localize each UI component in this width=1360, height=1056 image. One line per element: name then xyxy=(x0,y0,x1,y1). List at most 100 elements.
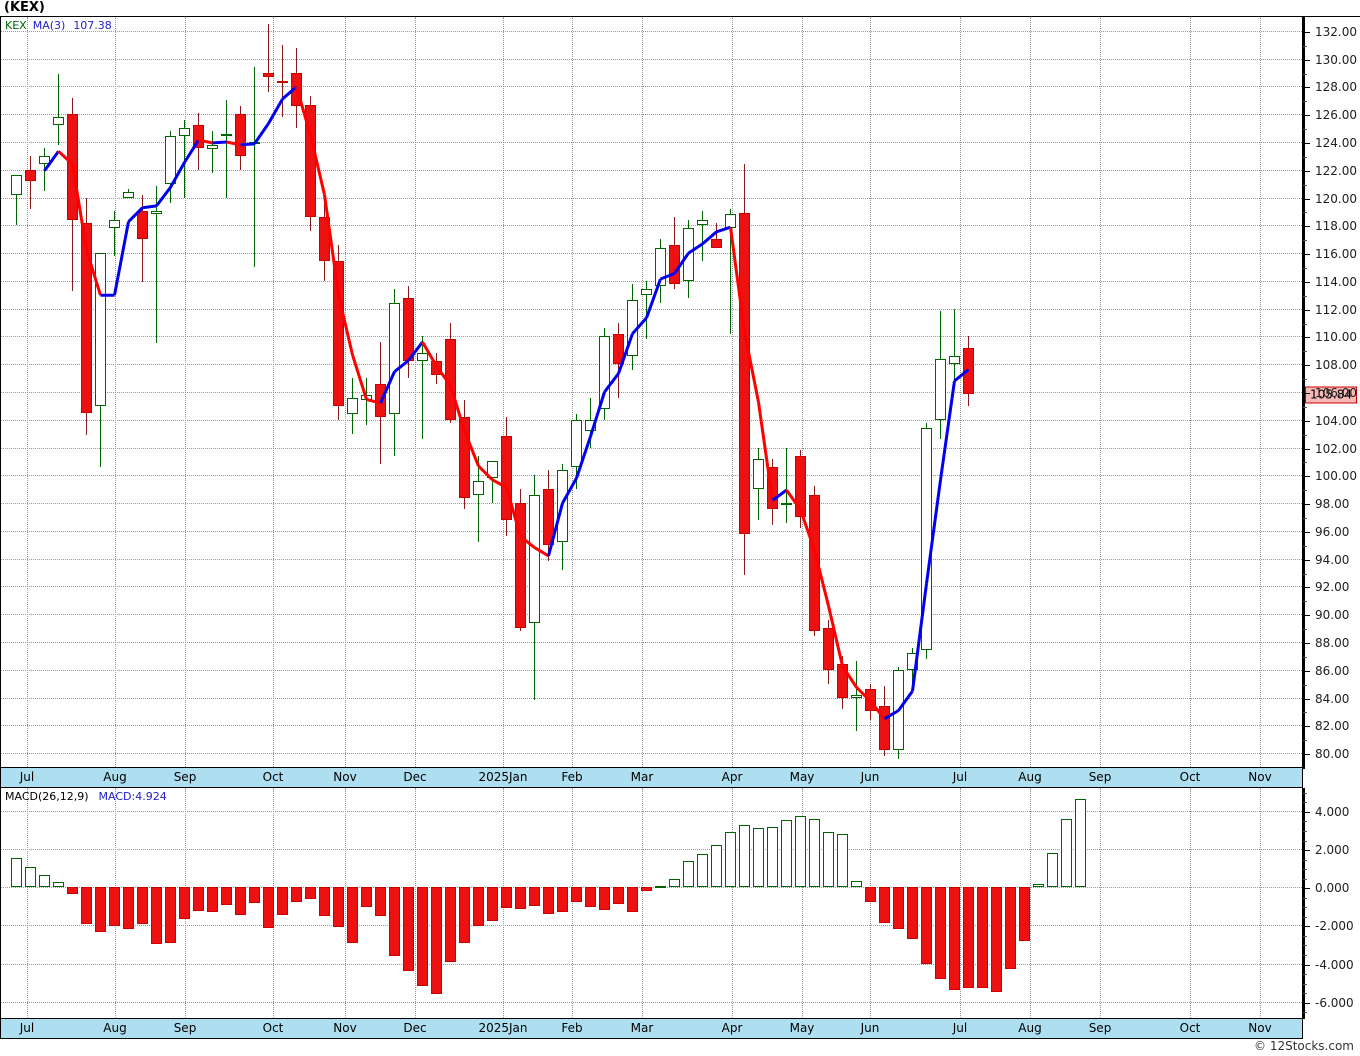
macd-bar xyxy=(529,887,540,907)
ma3-segment xyxy=(547,502,564,557)
price-axis-tick xyxy=(1303,615,1310,617)
gridline-v xyxy=(273,17,275,767)
macd-bar xyxy=(711,845,722,888)
date-axis-label: Feb xyxy=(561,770,583,784)
gridline-v xyxy=(572,17,574,767)
date-axis-label: Sep xyxy=(1088,1021,1112,1035)
ma3-segment xyxy=(198,138,213,145)
price-y-axis: 105.84 132.00 130.00 128.00 126.00 124.00 122… xyxy=(1303,16,1360,769)
price-axis-label: 82.00 xyxy=(1315,719,1350,734)
candle-wick xyxy=(646,280,647,340)
gridline-h xyxy=(1,753,1302,755)
macd-bar xyxy=(179,887,190,919)
price-axis-tick xyxy=(1303,643,1310,644)
ma3-segment xyxy=(785,489,802,511)
price-axis-tick xyxy=(1303,754,1310,756)
price-axis-label: 108.00 xyxy=(1315,358,1357,373)
gridline-v xyxy=(1190,17,1192,767)
price-axis-label: 94.00 xyxy=(1315,552,1350,567)
price-axis-minor-tick xyxy=(1303,518,1307,519)
candle-body xyxy=(39,155,50,165)
gridline-h xyxy=(1,392,1302,394)
price-axis-tick xyxy=(1303,198,1310,200)
price-axis-label: 128.00 xyxy=(1315,80,1357,95)
price-axis-tick xyxy=(1303,170,1310,172)
price-axis-label: 112.00 xyxy=(1315,302,1357,317)
candle-body xyxy=(529,494,540,623)
gridline-h xyxy=(1,114,1302,116)
macd-bar xyxy=(11,857,22,888)
candle-body xyxy=(53,117,64,126)
gridline-h xyxy=(1,419,1302,422)
price-axis-tick xyxy=(1303,115,1310,117)
gridline-h xyxy=(1,530,1302,533)
candle-body xyxy=(879,705,890,751)
ma3-segment xyxy=(617,333,634,374)
gridline-h xyxy=(1,586,1302,588)
gridline-v xyxy=(1030,17,1032,767)
ma3-segment xyxy=(855,686,872,703)
gridline-h xyxy=(1,169,1302,172)
date-axis-label: Nov xyxy=(1248,770,1272,784)
price-axis-label: 130.00 xyxy=(1315,52,1357,67)
candle-body xyxy=(823,628,834,670)
macd-axis-label: 0.000 xyxy=(1315,881,1350,896)
ma3-segment xyxy=(827,605,844,667)
macd-bar xyxy=(683,861,694,888)
price-axis-minor-tick xyxy=(1303,101,1307,103)
candle-body xyxy=(515,503,526,629)
ma3-segment xyxy=(701,230,718,245)
ma3-segment xyxy=(71,163,88,251)
price-axis-tick xyxy=(1303,254,1310,256)
candle-wick xyxy=(492,461,493,504)
price-axis-minor-tick xyxy=(1303,406,1307,408)
macd-bar xyxy=(207,887,218,913)
ma3-segment xyxy=(323,194,340,295)
gridline-v xyxy=(115,17,117,767)
macd-bar xyxy=(431,887,442,995)
macd-axis-spine xyxy=(1303,788,1305,1019)
price-axis-label: 90.00 xyxy=(1315,608,1350,623)
gridline-v xyxy=(642,17,644,767)
price-axis-label: 102.00 xyxy=(1315,441,1357,456)
candle-body xyxy=(641,289,652,295)
date-axis-label: Nov xyxy=(333,1021,357,1035)
date-axis-top: Jul Aug Sep Oct Nov Dec 2025Jan Feb Mar Apr May Jun… xyxy=(0,768,1303,788)
candle-body xyxy=(697,219,708,226)
price-axis-tick xyxy=(1303,531,1310,533)
macd-bar xyxy=(557,887,568,913)
macd-bar xyxy=(389,887,400,956)
gridline-h xyxy=(1,336,1302,338)
candle-body xyxy=(137,211,148,240)
macd-axis-tick xyxy=(1303,926,1310,928)
macd-value-prefix: MACD: xyxy=(98,790,136,803)
macd-bar xyxy=(949,887,960,991)
price-axis-tick xyxy=(1303,559,1310,561)
ma3-segment xyxy=(407,341,424,362)
price-chart-panel[interactable]: KEX MA(3) 107.38 xyxy=(0,16,1303,768)
macd-bar xyxy=(151,887,162,944)
macd-bar xyxy=(333,887,344,928)
macd-axis-minor-tick xyxy=(1303,974,1307,976)
macd-bar xyxy=(1061,818,1072,888)
macd-axis-minor-tick xyxy=(1303,907,1307,909)
candle-body xyxy=(109,219,120,229)
price-axis-tick xyxy=(1303,420,1310,422)
ma3-segment xyxy=(183,139,200,164)
macd-axis-minor-tick xyxy=(1303,916,1307,918)
macd-bar xyxy=(501,887,512,909)
macd-bar xyxy=(879,887,890,924)
ma3-segment xyxy=(631,316,648,335)
candle-body xyxy=(851,694,862,698)
date-axis-label: Apr xyxy=(721,1021,743,1035)
ma3-segment xyxy=(435,365,452,387)
ma3-segment xyxy=(85,249,102,296)
gridline-v xyxy=(1260,788,1262,1018)
candle-wick xyxy=(422,336,423,440)
macd-chart-panel[interactable]: MACD(26,12,9) MACD:4.924 xyxy=(0,788,1303,1019)
candle-body xyxy=(193,125,204,148)
date-axis-label: Aug xyxy=(103,1021,127,1035)
macd-bar xyxy=(137,887,148,925)
price-axis-tick xyxy=(1303,365,1310,367)
gridline-v xyxy=(345,788,347,1018)
